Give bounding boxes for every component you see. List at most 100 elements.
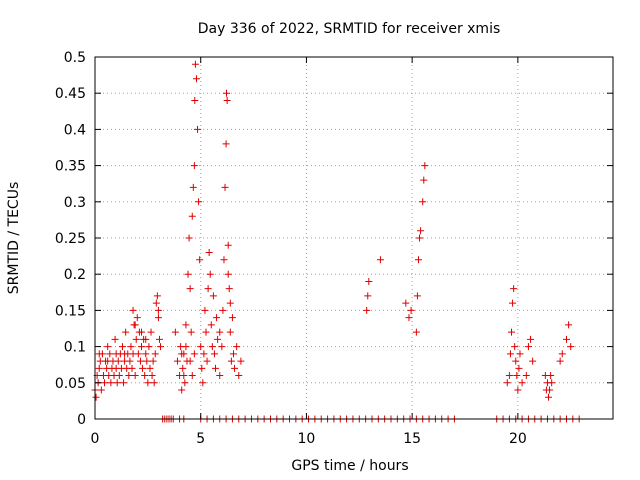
data-point (503, 379, 511, 387)
data-point (106, 350, 114, 358)
data-point (191, 60, 199, 68)
data-point (506, 350, 514, 358)
grid (95, 57, 613, 419)
data-point (181, 379, 189, 387)
data-point (157, 343, 165, 351)
data-point (208, 343, 216, 351)
data-point (120, 379, 128, 387)
data-point (142, 350, 150, 358)
data-point (522, 372, 530, 380)
data-point (231, 364, 239, 372)
data-point (118, 343, 126, 351)
data-point (186, 285, 194, 293)
data-point (129, 306, 137, 314)
y-tick-label: 0 (77, 412, 86, 428)
data-point (228, 314, 236, 322)
data-point (199, 379, 207, 387)
data-point (414, 256, 422, 264)
data-point (545, 393, 553, 401)
data-point (128, 364, 136, 372)
x-tick-label: 20 (509, 431, 527, 447)
data-point (121, 350, 129, 358)
data-point (111, 335, 119, 343)
y-axis-label: SRMTID / TECUs (6, 182, 22, 295)
data-point (511, 343, 519, 351)
data-point (114, 357, 122, 365)
data-point (182, 321, 190, 329)
data-point (213, 314, 221, 322)
data-point (196, 256, 204, 264)
data-point (524, 343, 532, 351)
data-point (154, 306, 162, 314)
data-point (558, 350, 566, 358)
data-point (188, 372, 196, 380)
data-point (529, 357, 537, 365)
data-point (104, 357, 112, 365)
y-tick-label: 0.1 (64, 340, 86, 356)
data-point (186, 357, 194, 365)
data-point (189, 183, 197, 191)
data-point (222, 140, 230, 148)
data-point (229, 350, 237, 358)
data-point (95, 364, 103, 372)
data-point (132, 335, 140, 343)
data-point (101, 379, 109, 387)
data-point (508, 328, 516, 336)
data-point (210, 350, 218, 358)
data-point (146, 364, 154, 372)
data-point (509, 299, 517, 307)
data-point (113, 379, 121, 387)
data-point (235, 372, 243, 380)
data-point (567, 343, 575, 351)
data-point (153, 292, 161, 300)
data-point (142, 335, 150, 343)
data-point (171, 328, 179, 336)
data-point (138, 343, 146, 351)
data-point (512, 357, 520, 365)
data-point (419, 198, 427, 206)
data-point (107, 379, 115, 387)
data-point (154, 314, 162, 322)
x-tick-label: 15 (403, 431, 421, 447)
data-point (510, 285, 518, 293)
data-point (514, 386, 522, 394)
data-point (134, 350, 142, 358)
data-point (365, 277, 373, 285)
data-points (91, 60, 583, 423)
data-point (191, 96, 199, 104)
data-point (363, 306, 371, 314)
x-tick-label: 10 (298, 431, 316, 447)
y-tick-label: 0.45 (55, 86, 86, 102)
data-point (178, 386, 186, 394)
data-point (547, 372, 555, 380)
data-point (421, 162, 429, 170)
data-point (151, 350, 159, 358)
data-point (224, 270, 232, 278)
data-point (92, 393, 100, 401)
data-point (226, 299, 234, 307)
data-point (223, 96, 231, 104)
data-point (220, 256, 228, 264)
data-point (200, 350, 208, 358)
data-point (188, 212, 196, 220)
data-point (218, 343, 226, 351)
x-axis-label: GPS time / hours (291, 458, 408, 474)
data-point (133, 314, 141, 322)
data-point (364, 292, 372, 300)
data-point (95, 350, 103, 358)
data-point (136, 357, 144, 365)
y-tick-label: 0.5 (64, 50, 86, 66)
data-point (149, 357, 157, 365)
data-point (413, 292, 421, 300)
data-point (505, 372, 513, 380)
data-point (190, 162, 198, 170)
data-point (527, 335, 535, 343)
data-point (182, 343, 190, 351)
y-tick-label: 0.35 (55, 159, 86, 175)
data-point (420, 176, 428, 184)
data-point (224, 241, 232, 249)
x-tick-label: 0 (91, 431, 100, 447)
data-point (125, 372, 133, 380)
data-point (144, 379, 152, 387)
